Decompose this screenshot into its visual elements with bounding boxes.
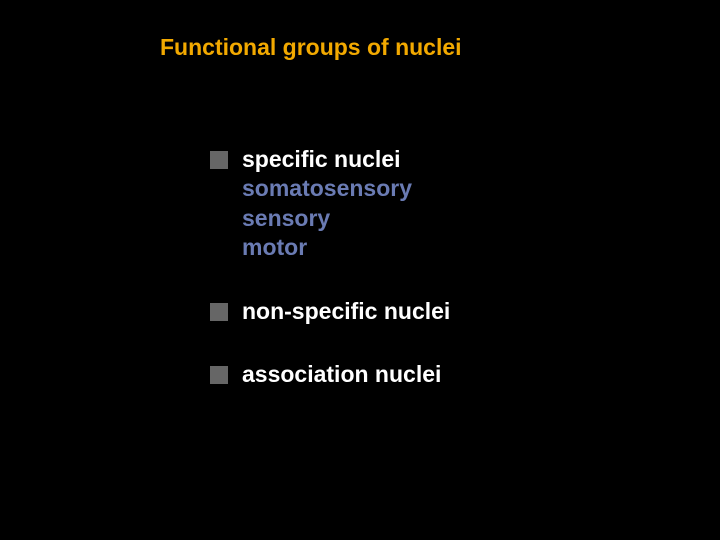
bullet-row: specific nuclei	[210, 145, 450, 174]
group-association: association nuclei	[210, 360, 450, 389]
group-specific: specific nuclei somatosensory sensory mo…	[210, 145, 450, 263]
bullet-row: association nuclei	[210, 360, 450, 389]
square-bullet-icon	[210, 366, 228, 384]
square-bullet-icon	[210, 303, 228, 321]
group-nonspecific: non-specific nuclei	[210, 297, 450, 326]
slide-title: Functional groups of nuclei	[160, 34, 462, 61]
group-label: association nuclei	[242, 360, 441, 389]
sub-item: motor	[242, 233, 450, 262]
slide: Functional groups of nuclei specific nuc…	[0, 0, 720, 540]
sub-item: somatosensory	[242, 174, 450, 203]
content-area: specific nuclei somatosensory sensory mo…	[210, 145, 450, 424]
group-label: specific nuclei	[242, 145, 401, 174]
square-bullet-icon	[210, 151, 228, 169]
bullet-row: non-specific nuclei	[210, 297, 450, 326]
group-label: non-specific nuclei	[242, 297, 450, 326]
sub-item: sensory	[242, 204, 450, 233]
